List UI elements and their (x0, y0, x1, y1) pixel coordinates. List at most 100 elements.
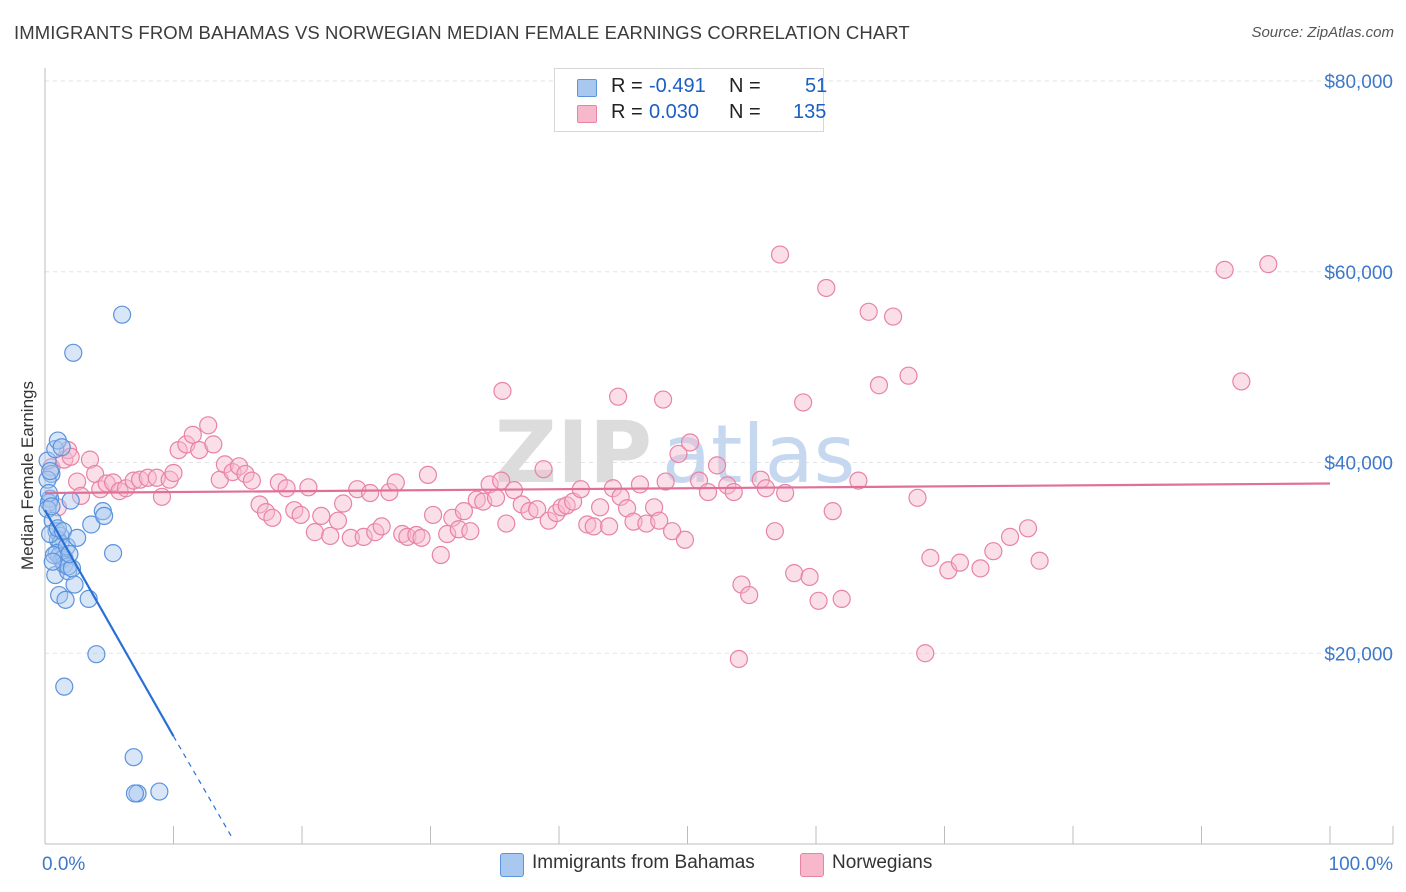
trend-lines (44, 482, 1331, 837)
norwegian-point (68, 472, 87, 491)
norwegian-point (630, 475, 650, 494)
bahamas-point (52, 438, 71, 457)
norwegian-point (950, 553, 970, 572)
norwegian-point (263, 508, 282, 527)
norwegian-point (423, 505, 443, 525)
norwegian-point (984, 542, 1003, 561)
norwegian-point (718, 476, 737, 495)
tick-labels: $20,000 $40,000 $60,000 $80,000 0.0% 100.0% (42, 72, 1393, 875)
norwegian-point (305, 523, 324, 542)
bahamas-point (124, 748, 143, 767)
bahamas-point (55, 677, 74, 696)
norwegian-point (312, 506, 331, 526)
norwegian-point (431, 545, 450, 565)
legend-r-label: R = (611, 75, 643, 97)
legend-n-label: N = (729, 101, 761, 123)
norwegian-point (229, 457, 249, 476)
bahamas-trend-line (44, 509, 175, 737)
norwegian-point (242, 471, 261, 490)
bahamas-point (125, 784, 145, 803)
norwegian-point (916, 644, 935, 663)
norwegian-point (334, 494, 353, 513)
norwegian-point (765, 522, 784, 541)
norwegian-point (1000, 527, 1020, 546)
x-tick-label-right: 100.0% (1329, 854, 1394, 875)
bottom-legend-swatch-bahamas (500, 853, 524, 877)
norwegian-point (1018, 519, 1038, 538)
norwegian-point (1215, 260, 1234, 279)
x-tick-label-left: 0.0% (42, 854, 85, 875)
norwegian-point (800, 567, 819, 587)
norwegian-point (380, 482, 399, 502)
norwegian-point (443, 508, 462, 527)
bottom-legend-swatch-norwegians (800, 853, 824, 877)
norwegian-point (412, 528, 431, 547)
norwegian-point (124, 471, 143, 490)
norwegian-point (776, 483, 795, 503)
bahamas-point (41, 461, 60, 481)
norwegian-point (656, 472, 675, 491)
norwegian-point (669, 444, 688, 464)
norwegian-point (869, 376, 889, 395)
chart-title: IMMIGRANTS FROM BAHAMAS VS NORWEGIAN MED… (14, 22, 910, 43)
norwegian-point (418, 465, 438, 484)
bahamas-point (65, 575, 84, 594)
bahamas-trend-extension (172, 735, 232, 837)
bahamas-point (44, 545, 64, 565)
norwegian-point (740, 585, 759, 605)
norwegian-point (277, 479, 296, 498)
norwegian-point (591, 498, 610, 517)
axes (44, 68, 1394, 845)
source-credit: Source: ZipAtlas.com (1251, 24, 1394, 41)
norwegian-point (832, 589, 851, 608)
norwegian-point (908, 488, 927, 507)
norwegian-point (467, 490, 486, 509)
bahamas-point (95, 506, 114, 526)
norwegian-point (199, 416, 218, 435)
y-axis-label: Median Female Earnings (18, 381, 37, 570)
norwegian-point (724, 482, 743, 502)
norwegian-point (80, 450, 100, 469)
norwegian-point (321, 526, 340, 546)
norwegian-point (578, 515, 597, 534)
norwegian-point (497, 514, 516, 533)
norwegian-point (584, 517, 603, 536)
norwegian-point (461, 522, 480, 541)
bahamas-point (43, 552, 62, 571)
bottom-legend-label-bahamas: Immigrants from Bahamas (532, 852, 755, 873)
norwegian-point (328, 511, 348, 530)
norwegian-point (883, 307, 903, 326)
y-tick-label: $60,000 (1324, 263, 1393, 284)
correlation-legend: R = -0.491 N = 51 R = 0.030 N = 135 (554, 68, 827, 132)
norwegian-point (849, 471, 868, 490)
norwegian-point (644, 498, 664, 517)
norwegian-point (438, 524, 457, 544)
norwegian-point (785, 564, 804, 583)
norwegian-point (164, 463, 183, 483)
norwegian-point (183, 425, 202, 444)
norwegian-point (386, 473, 405, 492)
norwegian-point (534, 460, 553, 479)
norwegians-points (42, 245, 1278, 669)
norwegian-point (698, 482, 718, 502)
norwegian-point (250, 495, 269, 514)
bahamas-point (112, 305, 132, 324)
norwegian-point (899, 366, 918, 385)
legend-r-label: R = (611, 101, 643, 123)
norwegian-point (817, 278, 836, 298)
legend-swatch-bahamas (577, 79, 597, 97)
norwegian-point (859, 302, 878, 321)
norwegian-point (770, 245, 790, 264)
bottom-legend-label-norwegians: Norwegians (832, 852, 933, 873)
norwegian-point (662, 522, 682, 541)
bahamas-point (61, 491, 80, 510)
legend-swatch-norwegians (577, 105, 597, 123)
bahamas-point (42, 497, 61, 516)
legend-r-value-norwegians: 0.030 (649, 101, 700, 123)
norwegian-point (971, 559, 990, 578)
norwegian-point (486, 488, 506, 507)
norwegian-point (393, 524, 412, 544)
norwegian-point (653, 390, 673, 409)
norwegian-point (707, 456, 727, 475)
